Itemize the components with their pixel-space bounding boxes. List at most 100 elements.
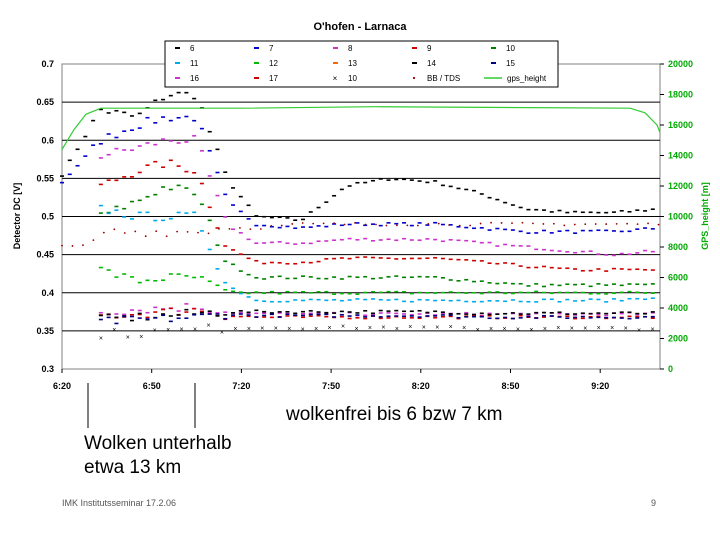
dot-marker	[228, 227, 231, 230]
x-marker: ×	[180, 326, 184, 333]
x-marker: ×	[126, 334, 130, 341]
dot-marker	[113, 228, 116, 231]
x-marker: ×	[462, 325, 466, 332]
dot-marker	[406, 224, 409, 227]
dot-marker	[333, 222, 335, 225]
y2-tick-label: 14000	[668, 151, 693, 161]
chart-title: O'hofen - Larnaca	[313, 21, 407, 33]
y2-tick-label: 6000	[668, 273, 688, 283]
dot-marker	[395, 224, 398, 227]
legend-label: 9	[427, 44, 432, 53]
legend-label: 10	[506, 44, 515, 53]
x-marker: ×	[287, 326, 291, 333]
y2-tick-label: 20000	[668, 59, 693, 69]
x-marker: ×	[247, 326, 251, 333]
dot-marker	[605, 223, 608, 225]
legend-label: 13	[348, 59, 357, 68]
x-marker: ×	[476, 327, 480, 334]
x-marker: ×	[637, 327, 641, 334]
legend-label: 14	[427, 59, 436, 68]
data-marks: × × × × × × × × × × × × × × × × × × × × × × × × × × × × × × × × × × × × × × × ×…	[60, 91, 661, 342]
x-marker: ×	[422, 325, 426, 332]
dot-marker	[291, 223, 294, 225]
x-marker: ×	[301, 326, 305, 333]
dot-marker	[500, 222, 503, 224]
x-marker: ×	[543, 326, 547, 333]
x-marker: ×	[408, 324, 412, 331]
dot-marker	[343, 223, 346, 226]
series-9	[98, 159, 655, 272]
dot-marker	[322, 222, 325, 225]
footer-seminar: IMK Institutsseminar 17.2.06	[62, 498, 177, 508]
x-marker: ×	[341, 324, 345, 331]
y-tick-label: 0.65	[36, 97, 54, 107]
x-tick-label: 9:20	[591, 381, 609, 391]
series-15	[98, 313, 655, 325]
dot-marker	[542, 223, 545, 225]
cloud-brackets	[87, 383, 196, 428]
dot-marker	[207, 232, 210, 235]
x-marker: ×	[153, 327, 157, 334]
x-marker: ×	[516, 327, 520, 334]
legend-label: 17	[269, 74, 278, 83]
x-marker: ×	[583, 325, 587, 332]
dot-marker	[573, 223, 576, 226]
series-6	[98, 308, 655, 322]
annotation-clouds: Wolken unterhalb etwa 13 km	[84, 432, 232, 480]
x-marker: ×	[112, 327, 116, 334]
x-marker: ×	[314, 326, 318, 333]
dot-marker	[647, 222, 649, 225]
y-tick-label: 0.45	[36, 250, 54, 260]
x-marker: ×	[624, 326, 628, 333]
x-marker: ×	[395, 326, 399, 333]
dot-marker	[385, 224, 388, 227]
x-marker: ×	[610, 325, 614, 332]
dot-marker	[626, 222, 629, 225]
dot-marker	[259, 228, 262, 230]
dot-marker	[92, 239, 95, 242]
dot-marker	[364, 223, 367, 226]
y2-tick-label: 8000	[668, 242, 688, 252]
dot-marker	[552, 222, 555, 225]
dot-marker	[61, 244, 63, 247]
dot-marker	[584, 223, 587, 226]
dot-marker	[134, 230, 137, 233]
x-tick-label: 6:20	[53, 381, 71, 391]
legend: 6 7 8 9 10 11 12 13 14 15 16 17 × 10 BB / TDS gps_heigh…	[164, 40, 559, 88]
x-marker: ×	[529, 327, 533, 334]
dot-marker	[280, 224, 283, 227]
y2-tick-label: 4000	[668, 303, 688, 313]
legend-label: 6	[190, 44, 195, 53]
x-marker: ×	[99, 335, 103, 342]
x-marker: ×	[368, 325, 372, 332]
y2-tick-label: 12000	[668, 181, 693, 191]
legend-label: 16	[190, 74, 199, 83]
y-tick-label: 0.4	[41, 288, 54, 298]
annotation-clouds-line1: Wolken unterhalb	[84, 433, 232, 454]
x-marker: ×	[556, 325, 560, 332]
dot-marker	[165, 235, 168, 238]
dot-marker	[239, 226, 241, 229]
x-tick-label: 8:50	[501, 381, 519, 391]
dot-marker	[155, 230, 158, 233]
dot-marker	[301, 222, 304, 224]
dot-marker	[102, 231, 105, 234]
series-7	[60, 115, 655, 234]
dot-marker	[82, 244, 84, 247]
x-marker: ×	[328, 325, 332, 332]
x-marker: ×	[166, 327, 170, 334]
series-12	[98, 266, 655, 296]
y-tick-label: 0.35	[36, 326, 54, 336]
dot-marker	[521, 221, 524, 224]
x-marker: ×	[233, 326, 237, 333]
gps-height-line	[61, 106, 661, 150]
dot-marker	[437, 222, 440, 225]
y-tick-label: 0.6	[41, 135, 54, 145]
series-11	[98, 204, 655, 303]
x-marker: ×	[502, 326, 506, 333]
y2-tick-label: 10000	[668, 212, 693, 222]
dot-marker	[479, 222, 482, 225]
legend-label: 12	[269, 59, 278, 68]
legend-label: 7	[269, 44, 274, 53]
y2-axis-label: GPS_height [m]	[700, 182, 710, 250]
